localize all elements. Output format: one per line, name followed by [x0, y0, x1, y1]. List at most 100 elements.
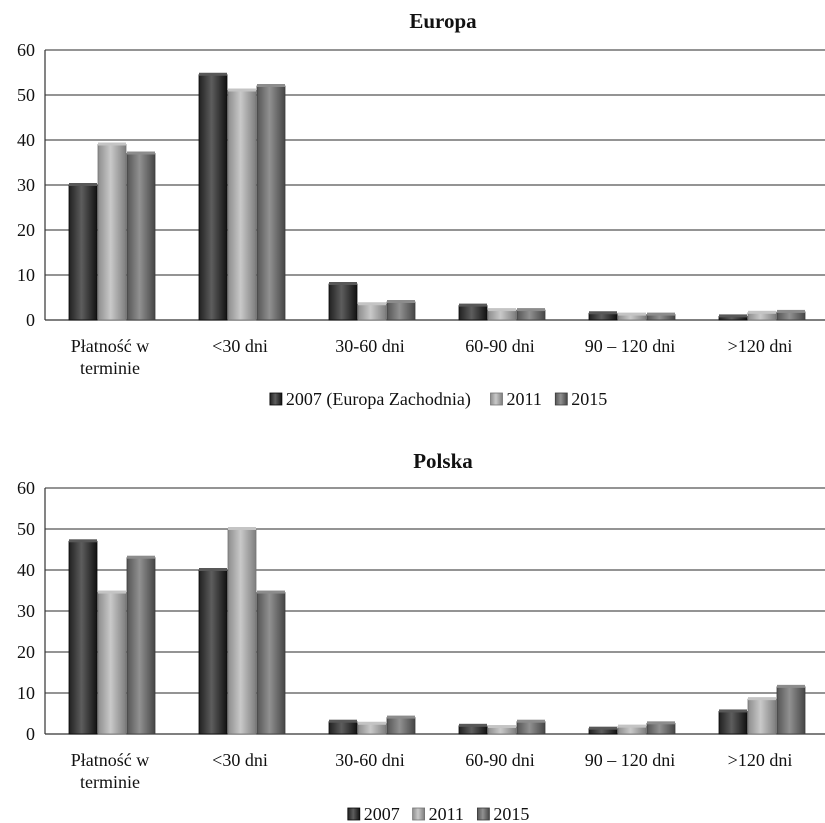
- y-tick-label: 20: [17, 642, 35, 662]
- bar-cap: [488, 308, 516, 312]
- bar-cap: [127, 151, 155, 155]
- x-category-label: 90 – 120 dni: [585, 750, 676, 770]
- bar-2015-0: [126, 153, 156, 321]
- legend-swatch: [347, 807, 361, 821]
- bar-cap: [329, 719, 357, 723]
- bar-cap: [98, 142, 126, 146]
- legend-label: 2015: [571, 389, 607, 409]
- x-category-label: <30 dni: [212, 336, 268, 356]
- bar-2007-europa-zachodnia--4: [588, 312, 618, 321]
- bar-2007-5: [718, 711, 748, 735]
- legend: 2007 2011 2015: [347, 804, 529, 823]
- bar-2011-1: [227, 528, 257, 735]
- legend-label: 2015: [493, 804, 529, 823]
- legend-label: 2011: [507, 389, 542, 409]
- bar-2011-0: [97, 592, 127, 735]
- bar-2011-2: [357, 723, 387, 735]
- legend-label: 2011: [429, 804, 464, 823]
- bar-2007-3: [458, 725, 488, 735]
- y-tick-label: 60: [17, 478, 35, 498]
- x-category-label: 60-90 dni: [465, 750, 535, 770]
- bar-2015-2: [386, 301, 416, 321]
- chart-title: Europa: [409, 9, 477, 33]
- x-category-label: >120 dni: [728, 750, 793, 770]
- bar-cap: [647, 721, 675, 725]
- y-tick-label: 30: [17, 175, 35, 195]
- bar-cap: [228, 88, 256, 92]
- bar-2011-1: [227, 90, 257, 321]
- y-tick-label: 10: [17, 683, 35, 703]
- bar-cap: [387, 715, 415, 719]
- bar-cap: [228, 527, 256, 530]
- bar-2007-europa-zachodnia--0: [68, 184, 98, 321]
- y-tick-label: 40: [17, 130, 35, 150]
- bar-cap: [257, 84, 285, 87]
- y-tick-label: 30: [17, 601, 35, 621]
- bar-2015-3: [516, 721, 546, 735]
- bar-cap: [488, 725, 516, 729]
- bar-2015-5: [776, 686, 806, 735]
- bar-cap: [647, 312, 675, 316]
- y-tick-label: 10: [17, 265, 35, 285]
- x-category-label: terminie: [80, 772, 140, 792]
- bar-cap: [459, 723, 487, 727]
- legend-swatch: [412, 807, 426, 821]
- bar-2015-0: [126, 557, 156, 735]
- bar-cap: [199, 72, 227, 76]
- x-category-label: 60-90 dni: [465, 336, 535, 356]
- x-category-label: >120 dni: [728, 336, 793, 356]
- x-category-label: 30-60 dni: [335, 750, 405, 770]
- bar-cap: [618, 312, 646, 316]
- bar-cap: [589, 311, 617, 315]
- bar-cap: [199, 568, 227, 571]
- bar-cap: [257, 590, 285, 594]
- bar-2007-1: [198, 569, 228, 735]
- legend-swatch: [490, 392, 503, 406]
- y-tick-label: 0: [26, 724, 35, 744]
- x-category-label: Płatność w: [71, 750, 150, 770]
- bar-2015-5: [776, 311, 806, 321]
- bar-2011-5: [747, 312, 777, 321]
- y-tick-label: 0: [26, 310, 35, 330]
- bar-cap: [777, 309, 805, 313]
- y-tick-label: 50: [17, 85, 35, 105]
- bar-cap: [387, 300, 415, 303]
- bar-cap: [358, 302, 386, 306]
- bar-cap: [517, 719, 545, 723]
- bar-2011-4: [617, 726, 647, 735]
- bar-2015-3: [516, 309, 546, 321]
- legend-label: 2007 (Europa Zachodnia): [286, 389, 471, 410]
- bar-2011-5: [747, 698, 777, 735]
- bar-cap: [777, 684, 805, 688]
- bar-cap: [719, 314, 747, 318]
- legend-swatch: [476, 807, 490, 821]
- bar-2015-1: [256, 85, 286, 321]
- bar-2011-0: [97, 144, 127, 321]
- x-category-label: Płatność w: [71, 336, 150, 356]
- bar-cap: [459, 303, 487, 307]
- bar-cap: [358, 721, 386, 725]
- bar-cap: [748, 310, 776, 314]
- legend-swatch: [269, 392, 283, 406]
- bar-cap: [589, 726, 617, 730]
- y-tick-label: 40: [17, 560, 35, 580]
- legend-label: 2007: [364, 804, 400, 823]
- bar-cap: [618, 724, 646, 728]
- bar-cap: [329, 282, 357, 285]
- bar-2007-0: [68, 540, 98, 735]
- bar-cap: [748, 697, 776, 701]
- bar-cap: [98, 590, 126, 594]
- bar-cap: [69, 539, 97, 543]
- x-category-label: terminie: [80, 358, 140, 378]
- bar-2007-europa-zachodnia--2: [328, 283, 358, 321]
- bar-cap: [69, 183, 97, 186]
- y-tick-label: 60: [17, 40, 35, 60]
- bar-2011-2: [357, 303, 387, 321]
- legend: 2007 (Europa Zachodnia) 2011 2015: [269, 389, 607, 410]
- x-category-label: 30-60 dni: [335, 336, 405, 356]
- bar-cap: [517, 308, 545, 312]
- bar-2015-2: [386, 717, 416, 735]
